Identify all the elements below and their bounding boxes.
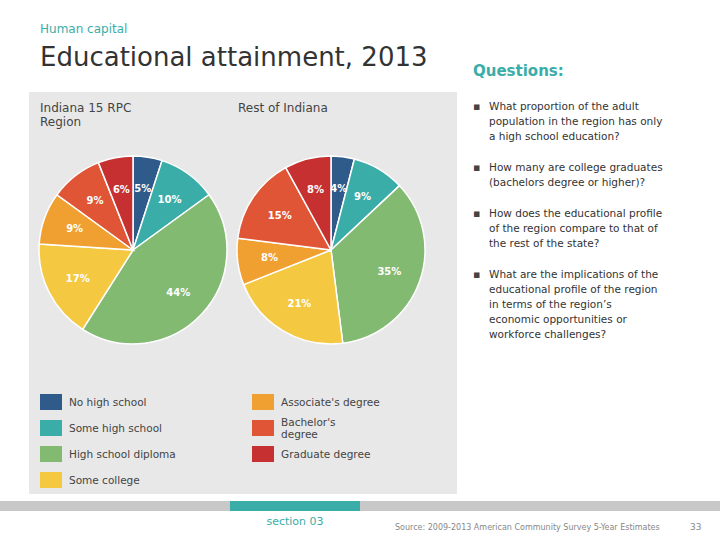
data-label: 9%	[66, 223, 83, 234]
data-labels: 4% 9% 35% 21% 8% 15% 8%	[261, 183, 401, 309]
subtitle: Human capital	[40, 22, 127, 36]
text-line: What are the implications of the	[489, 268, 658, 280]
text-line: Some college	[69, 474, 140, 486]
bullet: ▪	[473, 161, 480, 174]
data-label: 8%	[261, 252, 278, 263]
footer: section 03	[266, 515, 323, 528]
text-line: Rest of Indiana	[238, 101, 328, 115]
text-line: No high school	[69, 396, 147, 408]
legend-label: No high school	[69, 396, 147, 408]
pie-slice	[98, 156, 133, 250]
slices	[237, 156, 425, 344]
legend-swatch	[252, 394, 274, 410]
footer-bar	[0, 501, 720, 511]
legend-swatch	[252, 446, 274, 462]
text-line: economic opportunities or	[489, 313, 628, 325]
legend-swatch	[252, 420, 274, 436]
pie-title: Indiana 15 RPCRegion	[40, 101, 131, 129]
footer-highlight	[230, 501, 360, 511]
data-label: 35%	[377, 266, 401, 277]
page-number: 33	[690, 522, 701, 532]
slices	[39, 156, 227, 344]
text-line: (bachelors degree or higher)?	[489, 176, 645, 188]
data-label: 4%	[330, 183, 347, 194]
text-line: of the region compare to that of	[489, 222, 658, 234]
legend-label: Some college	[69, 474, 140, 486]
text-line: Some high school	[69, 422, 162, 434]
text-line: Region	[40, 115, 81, 129]
text-line: the rest of the state?	[489, 237, 599, 249]
data-label: 5%	[134, 183, 151, 194]
data-label: 9%	[354, 191, 371, 202]
pie-title: Rest of Indiana	[238, 101, 328, 115]
legend-swatch	[40, 472, 62, 488]
data-label: 15%	[268, 210, 292, 221]
text-line: in terms of the region’s	[489, 298, 612, 310]
legend-label: Associate's degree	[281, 396, 380, 408]
text-line: Indiana 15 RPC	[40, 101, 131, 115]
questions-title: Questions:	[473, 62, 564, 80]
background	[0, 0, 720, 540]
legend-label: Graduate degree	[281, 448, 370, 460]
question: How does the educational profile of the r…	[489, 207, 662, 249]
text-line: a high school education?	[489, 130, 620, 142]
data-label: 8%	[307, 184, 324, 195]
pie-slice	[331, 186, 425, 344]
panel	[29, 92, 457, 494]
data-label: 6%	[113, 184, 130, 195]
bullet: ▪	[473, 268, 480, 281]
legend-label: Some high school	[69, 422, 162, 434]
data-labels: 5% 10% 44% 17% 9% 9% 6%	[66, 183, 190, 298]
text-line: How does the educational profile	[489, 207, 662, 219]
text-line: Associate's degree	[281, 396, 380, 408]
pie-slice	[39, 244, 133, 329]
title: Educational attainment, 2013	[40, 42, 428, 72]
text-line: How many are college graduates	[489, 161, 663, 173]
text-line: What proportion of the adult	[489, 100, 639, 112]
question: What are the implications of the educatio…	[489, 268, 658, 340]
legend: No high school Some high school High schoo…	[40, 394, 380, 488]
bullet: ▪	[473, 207, 480, 220]
question: How many are college graduates (bachelors…	[489, 161, 663, 188]
text-line: High school diploma	[69, 448, 176, 460]
text-line: Bachelor's	[281, 416, 336, 428]
data-label: 10%	[157, 194, 181, 205]
data-label: 44%	[166, 287, 190, 298]
bullet: ▪	[473, 100, 480, 113]
data-label: 9%	[86, 195, 103, 206]
legend-swatch	[40, 420, 62, 436]
legend-label: High school diploma	[69, 448, 176, 460]
pie-chart: Rest of Indiana 4% 9% 35% 21% 8% 15% 8%	[237, 101, 425, 344]
page: Human capital Educational attainment, 201…	[0, 0, 720, 540]
legend-label: Bachelor'sdegree	[281, 416, 336, 440]
data-label: 21%	[287, 298, 311, 309]
text-line: educational profile of the region	[489, 283, 658, 295]
text-line: workforce challenges?	[489, 328, 606, 340]
text-line: degree	[281, 428, 318, 440]
data-label: 17%	[66, 273, 90, 284]
pie-slice	[286, 156, 331, 250]
pie-chart: Indiana 15 RPCRegion 5% 10% 44% 17% 9% 9% 6%	[39, 101, 227, 344]
legend-swatch	[40, 394, 62, 410]
legend-swatch	[40, 446, 62, 462]
text-line: population in the region has only	[489, 115, 662, 127]
source: Source: 2009-2013 American Community Sur…	[395, 523, 660, 532]
text-line: Graduate degree	[281, 448, 370, 460]
questions: Questions: ▪ What proportion of the adult p…	[473, 62, 663, 340]
question: What proportion of the adult population i…	[489, 100, 662, 142]
